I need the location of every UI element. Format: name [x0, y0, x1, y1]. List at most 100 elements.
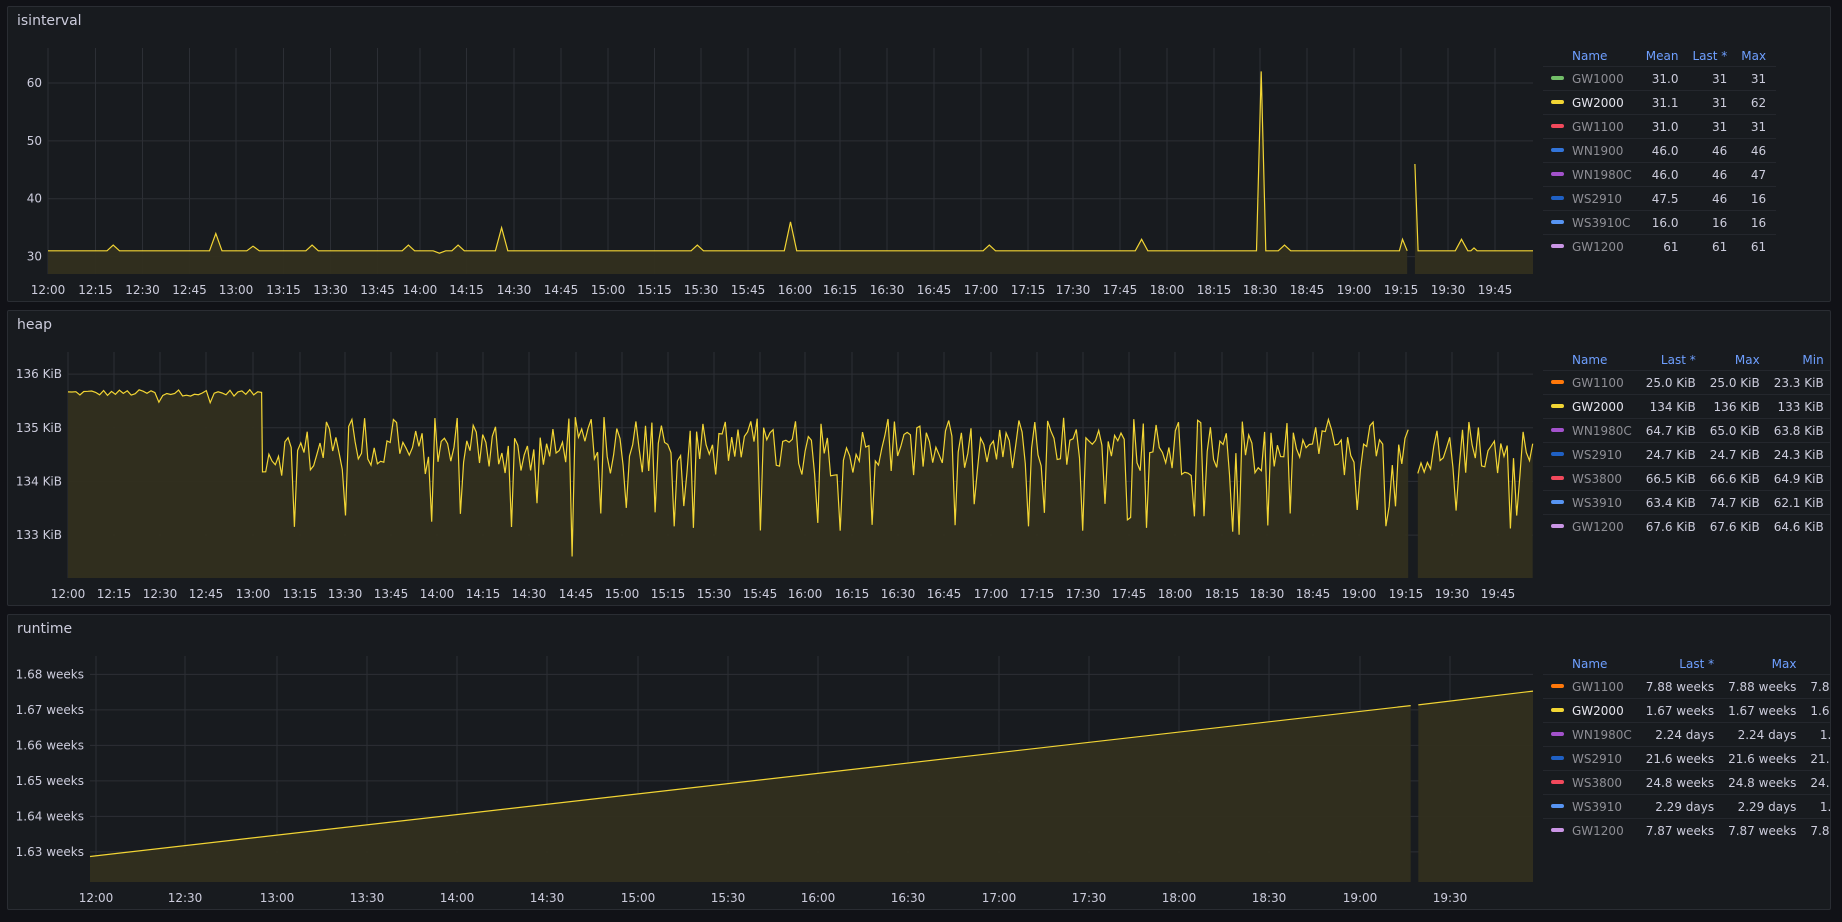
x-tick-label: 16:30	[870, 283, 905, 297]
x-tick-label: 12:30	[125, 283, 160, 297]
legend-header-name[interactable]: Name	[1572, 353, 1608, 367]
legend-row[interactable]: GW1100 31.0 31 31	[1543, 114, 1777, 139]
legend-value: 64.7 KiB	[1641, 418, 1706, 443]
series-line[interactable]	[1417, 421, 1534, 529]
legend-header-name[interactable]: Name	[1572, 49, 1608, 63]
series-color-swatch	[1551, 220, 1564, 224]
legend-series-name[interactable]: WN1980C	[1543, 722, 1642, 747]
x-tick-label: 17:30	[1066, 587, 1101, 601]
legend-series-name[interactable]: WS2910	[1543, 442, 1642, 467]
legend-row[interactable]: GW1100 25.0 KiB 25.0 KiB 23.3 KiB	[1543, 370, 1830, 395]
legend-value: 47	[1737, 162, 1777, 187]
legend-row[interactable]: GW1200 61 61 61	[1543, 234, 1777, 258]
legend-row[interactable]: WS3800 66.5 KiB 66.6 KiB 64.9 KiB	[1543, 466, 1830, 491]
legend-series-name[interactable]: WS3910	[1543, 490, 1642, 515]
legend-value: 136 KiB	[1705, 394, 1770, 419]
legend-header-last[interactable]: Last *	[1692, 49, 1728, 63]
legend-header-name[interactable]: Name	[1572, 657, 1608, 671]
legend-series-name[interactable]: GW1100	[1543, 114, 1642, 139]
legend-series-name[interactable]: GW2000	[1543, 394, 1642, 419]
series-color-swatch	[1551, 732, 1564, 736]
legend-series-name[interactable]: WS2910	[1543, 746, 1642, 771]
legend-series-name[interactable]: WN1900	[1543, 138, 1642, 163]
legend-value: 16	[1737, 210, 1777, 235]
panel-title[interactable]: isinterval	[17, 13, 82, 29]
legend-header-min[interactable]: Min	[1806, 653, 1830, 675]
x-tick-label: 14:45	[559, 587, 594, 601]
legend-header-max[interactable]: Max	[1771, 657, 1797, 671]
x-tick-label: 14:00	[420, 587, 455, 601]
legend-header-max[interactable]: Max	[1734, 353, 1760, 367]
x-tick-label: 19:30	[1435, 587, 1470, 601]
series-line[interactable]	[48, 71, 1408, 254]
legend-row[interactable]: WN1980C 46.0 46 47	[1543, 162, 1777, 187]
panel-title[interactable]: heap	[17, 317, 52, 333]
legend-row[interactable]: WS2910 47.5 46 16	[1543, 186, 1777, 211]
legend-row[interactable]: WS3910 63.4 KiB 74.7 KiB 62.1 KiB	[1543, 490, 1830, 515]
series-line[interactable]	[89, 705, 1411, 858]
legend-series-name[interactable]: GW1200	[1543, 514, 1642, 538]
isinterval-chart[interactable]: 12:00 12:15 12:30 12:45 13:00 13:15 13:30 13:45…	[8, 7, 1543, 302]
legend-series-name[interactable]: WN1980C	[1543, 418, 1642, 443]
x-tick-label: 18:00	[1158, 587, 1193, 601]
x-tick-label: 13:00	[219, 283, 254, 297]
series-line[interactable]	[1414, 163, 1533, 252]
legend-row[interactable]: GW1000 31.0 31 31	[1543, 66, 1777, 91]
heap-chart[interactable]: 12:00 12:15 12:30 12:45 13:00 13:15 13:30 13:45…	[8, 311, 1543, 606]
legend-series-name[interactable]: GW2000	[1543, 698, 1642, 723]
series-color-swatch	[1551, 804, 1564, 808]
legend-series-name[interactable]: GW1100	[1543, 674, 1642, 699]
legend-series-name[interactable]: WS3800	[1543, 466, 1642, 491]
series-line[interactable]	[67, 388, 1409, 557]
x-tick-label: 12:00	[79, 891, 114, 905]
legend-value: 61	[1737, 234, 1777, 258]
x-tick-label: 14:15	[466, 587, 501, 601]
legend-series-name[interactable]: WS3910C	[1543, 210, 1642, 235]
x-tick-label: 17:00	[964, 283, 999, 297]
legend-series-name[interactable]: WS3800	[1543, 770, 1642, 795]
legend-row[interactable]: WS3910C 16.0 16 16	[1543, 210, 1777, 235]
panel-title[interactable]: runtime	[17, 621, 73, 637]
legend-value: 61	[1688, 234, 1738, 258]
legend-value: 67.6 KiB	[1705, 514, 1770, 538]
legend-row[interactable]: GW2000 134 KiB 136 KiB 133 KiB	[1543, 394, 1830, 419]
legend-header-last[interactable]: Last *	[1679, 657, 1715, 671]
x-tick-label: 12:45	[172, 283, 207, 297]
legend-series-name[interactable]: GW1000	[1543, 66, 1642, 91]
legend-row[interactable]: WN1980C 64.7 KiB 65.0 KiB 63.8 KiB	[1543, 418, 1830, 443]
legend-series-name[interactable]: GW1200	[1543, 818, 1642, 842]
legend-header-max[interactable]: Max	[1741, 49, 1767, 63]
legend-value: 1.67 weeks	[1641, 698, 1725, 723]
series-color-swatch	[1551, 380, 1564, 384]
runtime-chart[interactable]: 12:00 12:30 13:00 13:30 14:00 14:30 15:00 15:30…	[8, 615, 1543, 910]
legend-header-mean[interactable]: Mean	[1645, 49, 1679, 63]
legend-value: 23.3 KiB	[1769, 370, 1830, 395]
legend-header-last[interactable]: Last *	[1660, 353, 1696, 367]
legend-row[interactable]: GW2000 31.1 31 62	[1543, 90, 1777, 115]
series-line[interactable]	[1418, 690, 1534, 706]
legend-value: 64.9 KiB	[1769, 466, 1830, 491]
x-tick-label: 19:00	[1337, 283, 1372, 297]
legend-series-name[interactable]: WN1980C	[1543, 162, 1642, 187]
x-tick-label: 15:30	[697, 587, 732, 601]
legend-row[interactable]: GW1200 67.6 KiB 67.6 KiB 64.6 KiB	[1543, 514, 1830, 538]
legend-row[interactable]: WN1900 46.0 46 46	[1543, 138, 1777, 163]
series-area	[1418, 691, 1533, 882]
x-tick-label: 19:15	[1384, 283, 1419, 297]
legend-row[interactable]: WS2910 24.7 KiB 24.7 KiB 24.3 KiB	[1543, 442, 1830, 467]
legend-series-name[interactable]: WS2910	[1543, 186, 1642, 211]
legend-header-min[interactable]: Min	[1802, 353, 1824, 367]
legend-series-name[interactable]: WS3910	[1543, 794, 1642, 819]
legend-series-name[interactable]: GW1200	[1543, 234, 1642, 258]
y-tick-label: 1.64 weeks	[16, 809, 84, 823]
legend-series-name[interactable]: GW2000	[1543, 90, 1642, 115]
legend-series-name[interactable]: GW1100	[1543, 370, 1642, 395]
legend-value: 47.5	[1641, 186, 1689, 211]
